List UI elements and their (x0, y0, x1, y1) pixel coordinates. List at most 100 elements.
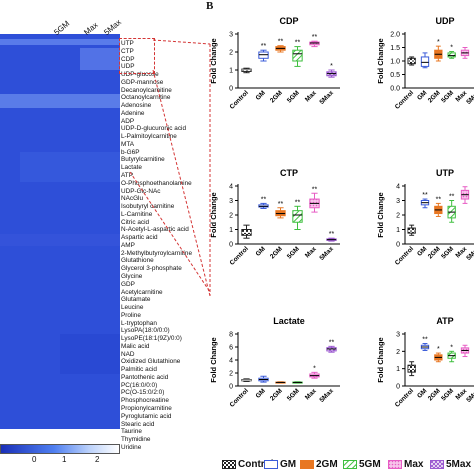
boxplot-lactate: Lactate 0 2 4 6 8 Fold Change Control GM 2GM 5GM * M… (209, 316, 340, 409)
legend-item: Control (222, 459, 274, 470)
metabolite-label: b-G6P (121, 148, 140, 156)
legend-item: GM (264, 459, 296, 470)
box (258, 51, 269, 59)
box (292, 49, 303, 62)
boxplot-udp: UDP 0.0 0.5 1.0 1.5 2.0 Fold Change Control GM * 2… (376, 16, 474, 111)
legend-item: 5Max (430, 459, 471, 470)
boxplot-ctp: CTP 0 1 2 3 4 Fold Change Control ** GM ** 2GM ** 5GM… (209, 168, 340, 267)
y-tick-label: 1.5 (390, 45, 400, 52)
y-tick-label: 2 (229, 213, 233, 220)
significance-mark: ** (295, 199, 301, 206)
colorbar-tick: 1 (62, 455, 67, 464)
metabolite-label: Pantothenic acid (121, 373, 169, 381)
significance-mark: ** (295, 40, 301, 47)
box (447, 52, 456, 58)
metabolite-label: Oxidized Glutathione (121, 358, 181, 366)
box (447, 205, 456, 219)
x-tick-label: Max (304, 89, 318, 103)
legend-label: Control (238, 459, 274, 470)
box (258, 377, 269, 382)
box (460, 347, 470, 354)
significance-mark: * (450, 45, 453, 52)
x-tick-label: Control (229, 387, 250, 408)
metabolite-label: UDP-D-glucuronic acid (121, 125, 186, 133)
y-tick-label: 3 (229, 198, 233, 205)
metabolite-label: Acetylcarnitine (121, 288, 163, 296)
metabolite-label: Thymidine (121, 436, 151, 444)
significance-mark: ** (436, 196, 442, 203)
metabolite-label: AMP (121, 241, 135, 249)
heatmap (0, 34, 120, 429)
x-tick-label: 5GM (286, 387, 301, 402)
x-tick-label: 2GM (269, 245, 284, 260)
metabolite-label: Stearic acid (121, 420, 155, 428)
significance-mark: ** (422, 337, 428, 344)
y-tick-label: 1.0 (390, 59, 400, 66)
y-tick-label: 0 (229, 242, 233, 249)
y-tick-label: 3 (396, 198, 400, 205)
y-axis-label: Fold Change (376, 192, 385, 237)
y-tick-label: 0 (229, 384, 233, 391)
box (309, 198, 320, 209)
boxplot-atp: ATP 0 1 2 3 Fold Change Control ** GM * 2GM * 5GM Max… (376, 316, 474, 409)
legend-swatch (430, 460, 444, 469)
legend-swatch (222, 460, 236, 469)
box (309, 373, 320, 378)
significance-mark: ** (261, 196, 267, 203)
significance-mark: ** (422, 192, 428, 199)
y-tick-label: 4 (229, 184, 233, 191)
x-tick-label: GM (416, 245, 428, 257)
metabolite-label: L-Carnitine (121, 210, 153, 218)
legend-item: 5GM (343, 459, 381, 470)
metabolite-label: Decanoylcarnitine (121, 86, 172, 94)
y-axis-label: Fold Change (376, 38, 385, 83)
y-axis-label: Fold Change (209, 337, 218, 382)
x-tick-label: 5Max (318, 387, 335, 404)
y-tick-label: 3 (396, 332, 400, 339)
metabolite-label: Adenosine (121, 102, 152, 110)
metabolite-label: N-Acetyl-L-aspartic acid (121, 226, 189, 234)
y-tick-label: 1 (229, 68, 233, 75)
y-tick-label: 4 (396, 184, 400, 191)
chart-title: UTP (436, 168, 454, 178)
heatmap-colorbar (0, 444, 120, 454)
box (434, 205, 443, 215)
significance-mark: ** (312, 186, 318, 193)
significance-mark: ** (312, 34, 318, 41)
colorbar-tick: 0 (32, 455, 37, 464)
metabolite-label: Phosphocreatine (121, 397, 169, 405)
metabolite-label: GDP (121, 280, 135, 288)
metabolite-label: CDP (121, 55, 135, 63)
x-tick-label: GM (416, 89, 428, 101)
y-axis-label: Fold Change (209, 192, 218, 237)
x-tick-label: 2GM (427, 89, 442, 104)
x-tick-label: 5GM (440, 89, 455, 104)
legend-label: 2GM (316, 459, 338, 470)
box (434, 49, 443, 59)
x-tick-label: 5Max (465, 245, 474, 262)
metabolite-label: Leucine (121, 304, 144, 312)
legend-label: Max (404, 459, 424, 470)
metabolite-label: Aspartic acid (121, 234, 158, 242)
metabolite-label: PC(O-15:0/2:0) (121, 389, 165, 397)
x-tick-label: 5Max (465, 89, 474, 106)
metabolite-label: NAcGlu (121, 195, 144, 203)
metabolite-label: L-Palmitoylcarnitine (121, 133, 177, 141)
chart-title: CTP (280, 168, 298, 178)
metabolite-label: Lactate (121, 164, 142, 172)
y-tick-label: 0.5 (390, 72, 400, 79)
x-tick-label: 2GM (427, 387, 442, 402)
x-tick-label: 2GM (269, 387, 284, 402)
metabolite-label: Glycine (121, 272, 143, 280)
metabolite-label: 2-Methylbutyroylcarnitine (121, 249, 193, 257)
legend-swatch (343, 460, 357, 469)
box (241, 229, 252, 236)
significance-mark: ** (261, 43, 267, 50)
x-tick-label: Control (229, 245, 250, 266)
metabolite-label: Palmitic acid (121, 366, 157, 374)
heatmap-texture (0, 39, 120, 374)
x-tick-label: Max (304, 245, 318, 259)
metabolite-label: Glutamate (121, 296, 151, 304)
y-tick-label: 3 (229, 32, 233, 39)
y-tick-label: 1 (229, 227, 233, 234)
